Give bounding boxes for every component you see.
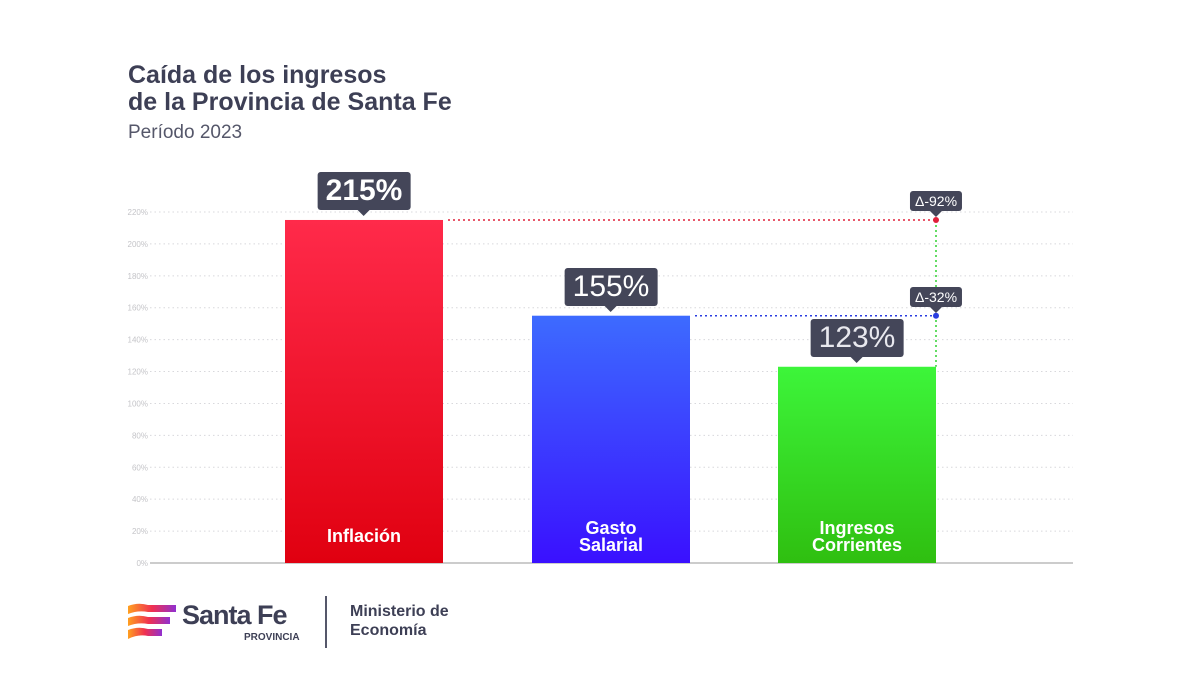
chart-subtitle: Período 2023 — [128, 122, 243, 143]
y-tick-label: 180% — [128, 272, 148, 281]
delta-point — [933, 216, 939, 223]
ministry-name: Ministerio de Economía — [350, 602, 449, 640]
category-label: Ingresos Corrientes — [778, 518, 936, 555]
category-label: Gasto Salarial — [532, 518, 690, 555]
brand-name: Santa Fe — [182, 600, 288, 630]
value-label: 123% — [810, 318, 904, 363]
ministry-line-2: Economía — [350, 622, 427, 639]
y-tick-label: 80% — [132, 431, 148, 440]
y-tick-label: 100% — [128, 399, 148, 408]
brand-subtitle: PROVINCIA — [244, 632, 300, 643]
delta-point — [933, 312, 939, 319]
title-line-1: Caída de los ingresos — [128, 61, 387, 89]
category-label-line: Corrientes — [811, 535, 903, 555]
bar — [285, 219, 443, 563]
value-label: 155% — [564, 267, 658, 312]
category-label-line: Salarial — [578, 535, 644, 555]
value-label: 215% — [317, 171, 411, 216]
y-tick-label: 220% — [128, 208, 148, 217]
y-tick-label: 140% — [128, 336, 148, 345]
category-label-line: Inflación — [326, 526, 401, 546]
y-tick-label: 0% — [136, 559, 148, 568]
y-tick-label: 40% — [132, 495, 148, 504]
bar — [532, 315, 690, 563]
category-label-line: Gasto — [585, 518, 637, 538]
delta-label: Δ-92% — [909, 190, 963, 217]
category-label-line: Ingresos — [819, 518, 895, 538]
y-tick-label: 200% — [128, 240, 148, 249]
y-tick-label: 60% — [132, 463, 148, 472]
category-label: Inflación — [285, 526, 443, 546]
y-tick-label: 160% — [128, 304, 148, 313]
ministry-line-1: Ministerio de — [350, 603, 449, 620]
y-tick-label: 20% — [132, 527, 148, 536]
chart-title: Caída de los ingresos de la Provincia de … — [128, 62, 452, 116]
footer-divider — [325, 596, 327, 648]
y-tick-label: 120% — [128, 368, 148, 377]
title-line-2: de la Provincia de Santa Fe — [128, 88, 452, 116]
bar — [778, 366, 936, 563]
santa-fe-logo-icon — [128, 603, 176, 639]
delta-label: Δ-32% — [909, 286, 963, 313]
